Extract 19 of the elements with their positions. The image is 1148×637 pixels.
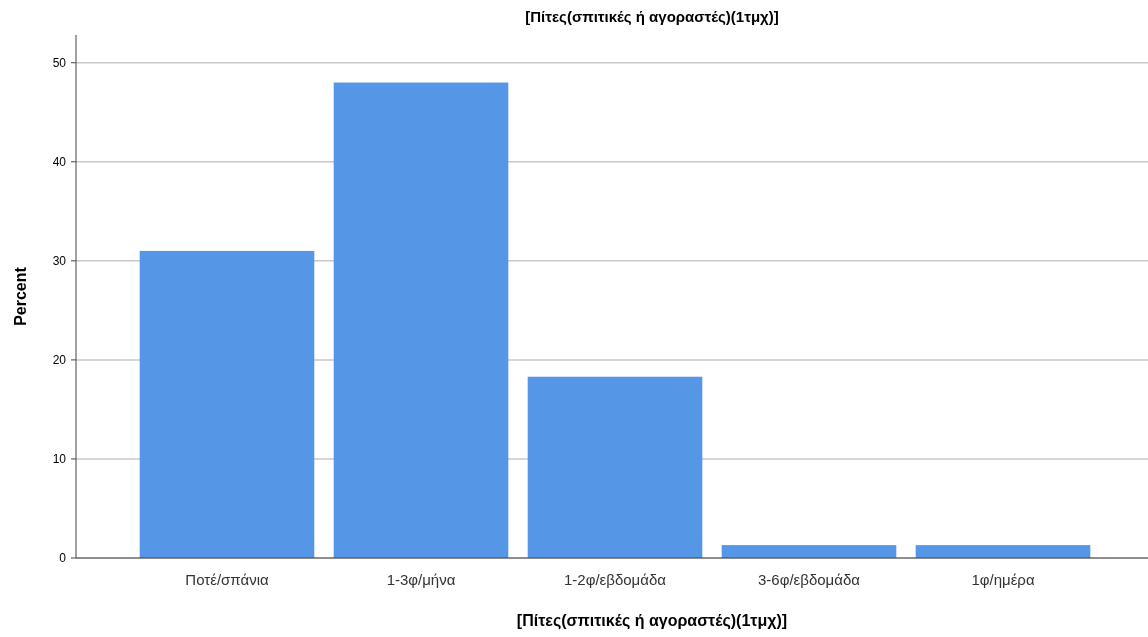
x-tick-label: 1φ/ημέρα	[971, 571, 1035, 588]
y-tick-label: 20	[52, 353, 67, 368]
x-tick-label: Ποτέ/σπάνια	[185, 571, 269, 588]
bar	[527, 376, 703, 558]
x-tick-label: 1-3φ/μήνα	[386, 571, 456, 588]
y-tick-label: 10	[52, 452, 67, 467]
bar	[915, 545, 1091, 558]
y-tick-label: 30	[52, 254, 67, 269]
x-tick-label: 1-2φ/εβδομάδα	[564, 571, 667, 588]
bar	[333, 82, 509, 558]
x-axis-title: [Πίτες(σπιτικές ή αγοραστές)(1τμχ)]	[516, 612, 788, 630]
chart-title: [Πίτες(σπιτικές ή αγοραστές)(1τμχ)]	[525, 8, 779, 25]
y-tick-label: 50	[52, 55, 67, 70]
x-tick-label: 3-6φ/εβδομάδα	[758, 571, 861, 588]
bar	[139, 250, 315, 558]
bar	[721, 545, 897, 558]
y-tick-label: 0	[59, 551, 67, 566]
y-axis-title: Percent	[12, 266, 29, 326]
y-tick-label: 40	[52, 154, 67, 169]
